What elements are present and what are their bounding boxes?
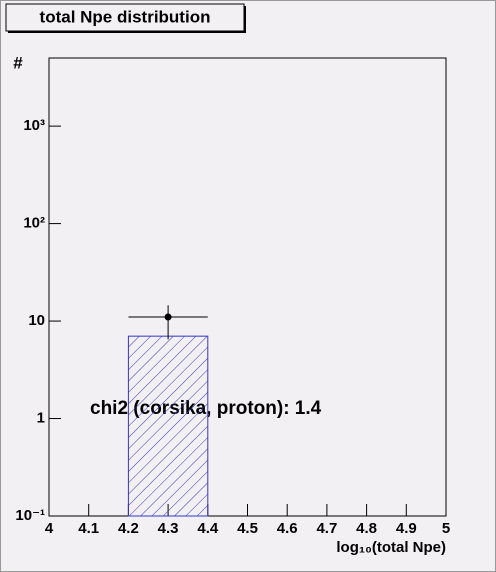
x-tick-label: 5 (442, 520, 450, 537)
histogram-bar (127, 335, 209, 517)
plot-frame (48, 57, 447, 517)
chart-title: total Npe distribution (40, 7, 211, 26)
x-tick-label: 4.1 (78, 520, 99, 537)
x-tick-label: 4.4 (197, 520, 219, 537)
y-tick-label: 10 (28, 312, 45, 329)
title-box (5, 3, 245, 32)
x-tick-label: 4.8 (356, 520, 377, 537)
x-tick-label: 4.2 (118, 520, 139, 537)
x-tick-label: 4 (45, 520, 54, 537)
x-axis-label: log₁₀(total Npe) (336, 539, 446, 556)
x-tick-label: 4.7 (316, 520, 337, 537)
x-tick-label: 4.3 (158, 520, 179, 537)
y-axis-label: # (13, 53, 23, 72)
x-tick-label: 4.9 (396, 520, 417, 537)
y-tick-label: 10³ (23, 117, 45, 134)
x-tick-label: 4.6 (277, 520, 298, 537)
y-tick-label: 10⁻¹ (15, 507, 45, 524)
x-tick-label: 4.5 (237, 520, 258, 537)
y-tick-label: 1 (37, 410, 45, 427)
y-tick-label: 10² (23, 215, 45, 232)
data-point (164, 313, 172, 321)
